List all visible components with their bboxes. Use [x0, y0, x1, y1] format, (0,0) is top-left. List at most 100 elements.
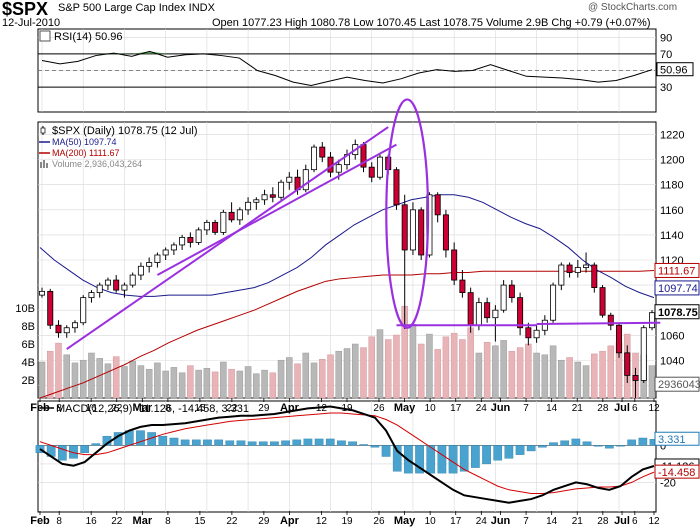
volume-bar — [393, 334, 400, 399]
candle-body — [319, 146, 326, 158]
x-axis-label: 8 — [56, 516, 62, 527]
macd-badge-label: 3.331 — [658, 434, 686, 446]
candle-body — [624, 352, 631, 376]
macd-histogram-bar — [136, 430, 145, 446]
candle-body — [459, 279, 466, 294]
candle-body — [525, 327, 532, 339]
candle-body — [492, 309, 499, 319]
volume-bar — [137, 365, 145, 399]
macd-histogram-bar — [180, 439, 190, 446]
macd-histogram-bar — [370, 445, 380, 448]
candle-body — [311, 146, 318, 171]
volume-bar — [426, 333, 433, 399]
volume-bar — [475, 352, 483, 399]
volume-bar — [236, 370, 244, 399]
candle-body — [88, 292, 95, 299]
candle-body — [71, 322, 78, 329]
volume-bar — [319, 359, 326, 399]
candle-body — [261, 194, 268, 201]
macd-histogram-bar — [605, 445, 614, 449]
x-axis-label: Jun — [491, 402, 511, 414]
candle-body — [467, 292, 474, 326]
x-axis-label: 14 — [546, 403, 558, 414]
candle-body — [121, 284, 128, 291]
candle-body — [607, 314, 614, 326]
volume-bar — [450, 332, 458, 399]
candle-body — [335, 164, 342, 173]
macd-histogram-bar — [236, 440, 246, 446]
macd-histogram-bar — [303, 438, 313, 446]
volume-tick-label: 4B — [22, 357, 35, 369]
trendline-annotation — [66, 126, 389, 350]
x-axis-label: 12 — [648, 403, 660, 414]
price-tick-label: 1180 — [660, 180, 684, 192]
candle-body — [541, 319, 548, 331]
quote-date: 12-Jul-2010 — [2, 17, 61, 29]
candle-body — [533, 329, 540, 339]
price-tick-label: 1200 — [660, 155, 684, 167]
candle-body — [434, 194, 441, 216]
volume-bar — [409, 323, 417, 399]
volume-bar — [286, 357, 293, 399]
macd-histogram-bar — [292, 439, 302, 446]
macd-histogram-bar — [471, 445, 480, 468]
x-axis-label: 10 — [425, 403, 437, 414]
x-axis-label: Jul — [614, 402, 630, 414]
candle-body — [113, 279, 120, 291]
x-axis-label: 28 — [597, 403, 609, 414]
volume-bar — [112, 356, 120, 399]
volume-tick-label: 2B — [22, 375, 35, 387]
volume-bar — [492, 345, 499, 399]
candle-body — [269, 194, 276, 198]
volume-bar — [591, 353, 598, 399]
macd-histogram-bar — [560, 440, 570, 446]
volume-bar — [121, 366, 128, 399]
macd-badge-label: -14.458 — [658, 467, 695, 479]
volume-bar — [417, 343, 425, 399]
x-axis-label: 22 — [111, 403, 123, 414]
price-badge-label: 1111.67 — [658, 265, 695, 277]
x-axis-label: 22 — [226, 516, 238, 527]
x-axis-label: 10 — [425, 516, 437, 527]
volume-tick-label: 8B — [22, 321, 35, 333]
x-axis-label: 19 — [341, 403, 353, 414]
macd-histogram-bar — [504, 445, 514, 459]
volume-tick-label: 10B — [15, 303, 35, 315]
price-tick-label: 1220 — [660, 130, 684, 142]
macd-histogram-bar — [549, 442, 558, 446]
price-legend-label: Volume 2,936,043,264 — [52, 159, 142, 169]
volume-bar — [38, 361, 46, 399]
price-badge-label: 1078.75 — [658, 307, 698, 319]
candle-body — [187, 237, 194, 243]
volume-bar — [71, 362, 79, 399]
volume-bar — [574, 361, 582, 399]
macd-histogram-bar — [270, 441, 279, 446]
volume-bar — [508, 350, 516, 399]
x-axis-label: 22 — [226, 403, 238, 414]
candle-body — [451, 249, 458, 281]
candle-body — [599, 287, 606, 316]
price-tick-label: 1140 — [660, 230, 684, 242]
candle-body — [278, 181, 285, 198]
candle-body — [129, 274, 136, 286]
volume-bar — [145, 368, 153, 399]
volume-bar — [261, 369, 268, 399]
candle-body — [179, 237, 186, 246]
volume-bar — [376, 329, 384, 399]
x-axis-label: 16 — [86, 403, 98, 414]
macd-histogram-bar — [169, 437, 179, 446]
volume-bar — [55, 342, 62, 399]
price-badge — [654, 376, 700, 392]
macd-histogram-bar — [415, 445, 424, 474]
macd-histogram-bar — [392, 445, 402, 472]
volume-bar — [335, 350, 343, 399]
price-badge-label: 1097.74 — [658, 283, 698, 295]
candle-body — [550, 284, 557, 321]
volume-bar — [343, 348, 351, 399]
macd-tick-label: -20 — [660, 477, 676, 489]
x-axis-label: 29 — [258, 403, 270, 414]
volume-bar — [516, 347, 524, 399]
candle-body — [401, 204, 408, 251]
volume-bar — [154, 362, 161, 399]
